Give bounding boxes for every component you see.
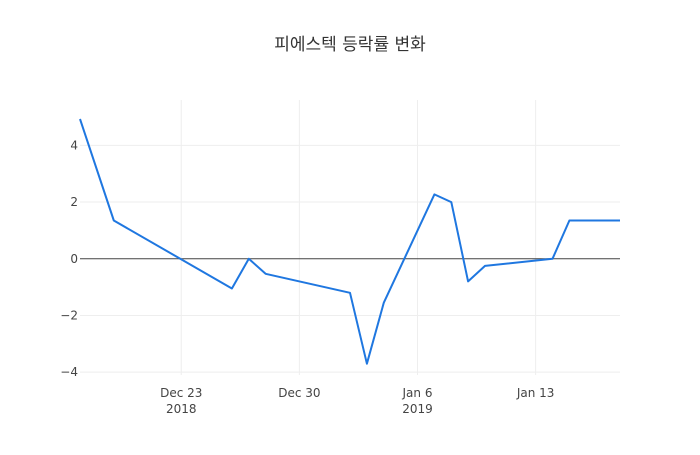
series-line	[79, 118, 620, 365]
y-tick-label: 4	[70, 138, 78, 152]
y-tick-label: −4	[60, 365, 78, 379]
x-tick-sublabel: 2018	[166, 402, 197, 416]
grid-layer	[80, 100, 620, 375]
y-tick-label: 0	[70, 252, 78, 266]
x-tick-label: Dec 30	[278, 386, 320, 400]
x-tick-label: Dec 23	[160, 386, 202, 400]
series-layer	[79, 118, 620, 365]
x-tick-label: Jan 6	[402, 386, 433, 400]
axis-layer: Dec 23 2018 Dec 30 Jan 6 2019 Jan 13 4 2 0 −2 −4	[60, 138, 554, 416]
x-tick-sublabel: 2019	[402, 402, 433, 416]
y-tick-label: 2	[70, 195, 78, 209]
chart-title: 피에스텍 등락률 변화	[274, 35, 426, 55]
x-tick-label: Jan 13	[516, 386, 555, 400]
y-tick-label: −2	[60, 308, 78, 322]
